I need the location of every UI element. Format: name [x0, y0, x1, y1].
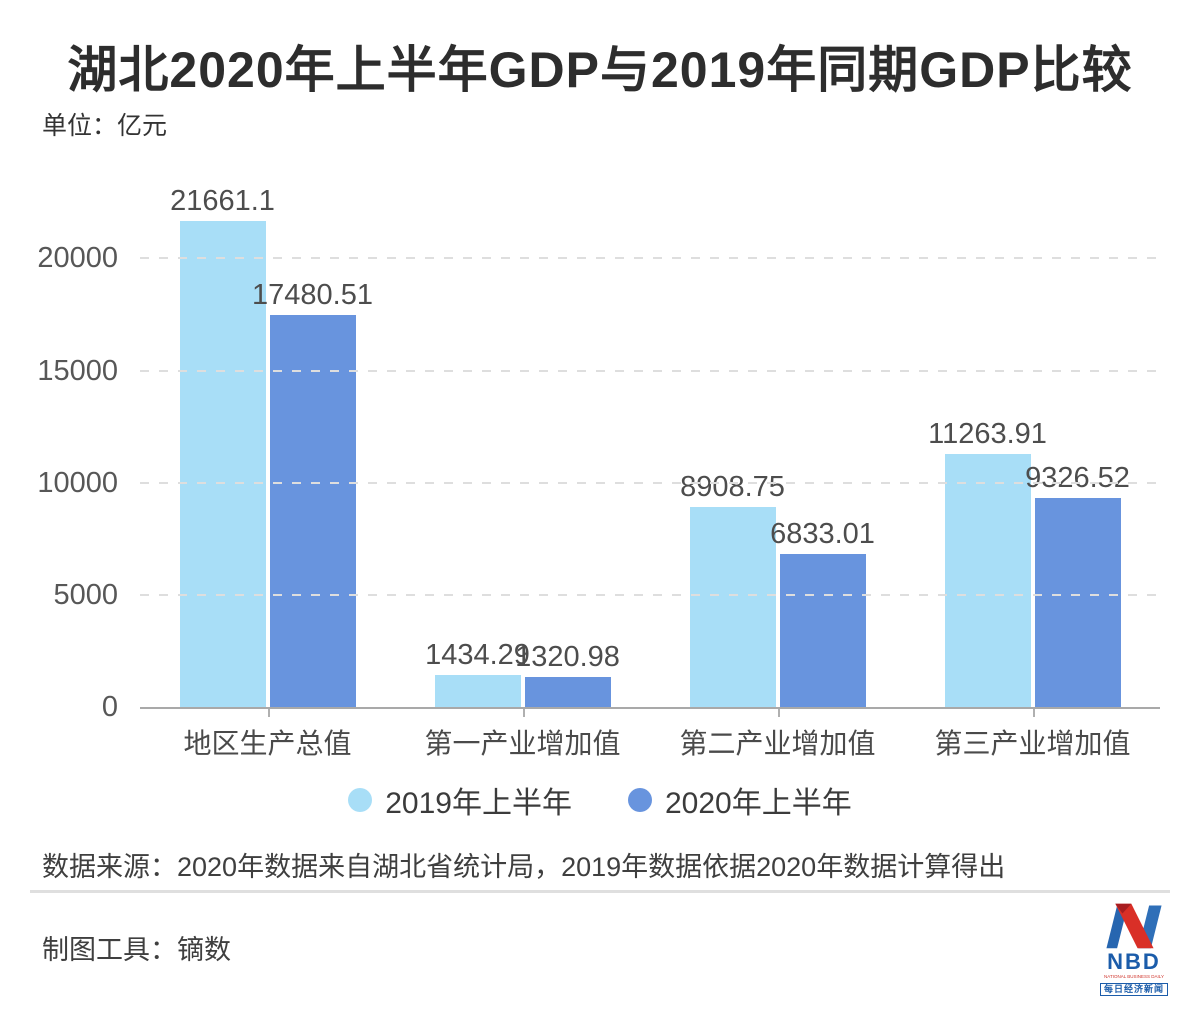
y-axis-labels: 0 5000 10000 15000 20000 — [0, 200, 128, 723]
unit-label: 单位：亿元 — [42, 112, 168, 140]
bar-2020年上半年-地区生产总值: 17480.51 — [252, 279, 373, 707]
y-tick-label-10000: 10000 — [37, 466, 118, 499]
x-axis-tick — [777, 709, 780, 717]
bar-value-label: 8908.75 — [680, 471, 785, 504]
nbd-logo-subtext: NATIONAL BUSINESS DAILY — [1104, 974, 1164, 980]
bar-value-label: 1434.29 — [425, 638, 530, 671]
bar-group-4: 11263.91 9326.52 — [905, 200, 1160, 717]
bar-value-label: 1320.98 — [515, 641, 620, 674]
bar-group-1: 21661.1 17480.51 — [140, 185, 395, 717]
bar-value-label: 9326.52 — [1025, 461, 1130, 494]
bar-value-label: 17480.51 — [252, 278, 373, 311]
bar-2020年上半年-第二产业增加值: 6833.01 — [770, 518, 875, 707]
category-label-4: 第三产业增加值 — [934, 728, 1131, 759]
nbd-logo: NBD NATIONAL BUSINESS DAILY 每日经济新闻 — [1088, 903, 1180, 996]
chart-tool-note: 制图工具：镝数 — [42, 935, 231, 965]
y-tick-label-5000: 5000 — [53, 578, 118, 611]
nbd-logo-n-icon — [1106, 903, 1162, 949]
bar-2019年上半年-第三产业增加值: 11263.91 — [928, 418, 1047, 707]
x-axis-tick — [267, 709, 270, 717]
gridline-20000 — [140, 257, 1160, 260]
bar-2019年上半年-地区生产总值: 21661.1 — [170, 185, 275, 707]
divider-line — [30, 890, 1170, 893]
y-tick-label-0: 0 — [101, 691, 118, 723]
bar-value-label: 21661.1 — [170, 185, 275, 218]
nbd-logo-text: NBD — [1107, 949, 1161, 974]
chart-title: 湖北2020年上半年GDP与2019年同期GDP比较 — [67, 42, 1133, 98]
category-label-2: 第一产业增加值 — [424, 728, 621, 759]
legend-dot-2019 — [348, 788, 373, 812]
bar-2019年上半年-第二产业增加值: 8908.75 — [680, 471, 785, 707]
data-source-note: 数据来源：2020年数据来自湖北省统计局，2019年数据依据2020年数据计算得… — [42, 852, 1006, 882]
category-label-3: 第二产业增加值 — [679, 728, 876, 759]
legend-label-2019: 2019年上半年 — [385, 787, 572, 820]
bar-chart: 0 5000 10000 15000 20000 21661.1 17480.51 1434… — [0, 185, 1200, 723]
category-labels: 地区生产总值 第一产业增加值 第二产业增加值 第三产业增加值 — [140, 722, 1160, 762]
y-tick-label-20000: 20000 — [37, 242, 118, 275]
bar-value-label: 6833.01 — [770, 517, 875, 550]
legend-dot-2020 — [628, 788, 652, 812]
gridline-5000 — [140, 593, 1160, 596]
bar-value-label: 11263.91 — [928, 418, 1047, 451]
y-tick-label-15000: 15000 — [37, 354, 118, 387]
bar-group-2: 1434.29 1320.98 — [395, 200, 650, 717]
x-axis-tick — [1032, 709, 1035, 717]
category-label-1: 地区生产总值 — [183, 728, 352, 759]
nbd-logo-cn-text: 每日经济新闻 — [1099, 983, 1168, 996]
plot-area: 21661.1 17480.51 1434.29 1320.98 8908.75 6833… — [140, 185, 1160, 717]
bar-group-3: 8908.75 6833.01 — [650, 200, 905, 717]
gridline-10000 — [140, 481, 1160, 484]
x-axis-tick — [522, 709, 525, 717]
bar-2020年上半年-第一产业增加值: 1320.98 — [515, 641, 620, 707]
legend-label-2020: 2020年上半年 — [665, 787, 852, 820]
gridline-15000 — [140, 369, 1160, 372]
bar-2020年上半年-第三产业增加值: 9326.52 — [1025, 462, 1130, 707]
bar-groups: 21661.1 17480.51 1434.29 1320.98 8908.75 6833… — [140, 185, 1160, 717]
bar-2019年上半年-第一产业增加值: 1434.29 — [425, 639, 530, 707]
legend-item-2019: 2019年上半年 — [348, 778, 572, 822]
legend: 2019年上半年 2020年上半年 — [0, 782, 1200, 820]
legend-item-2020: 2020年上半年 — [628, 778, 852, 822]
